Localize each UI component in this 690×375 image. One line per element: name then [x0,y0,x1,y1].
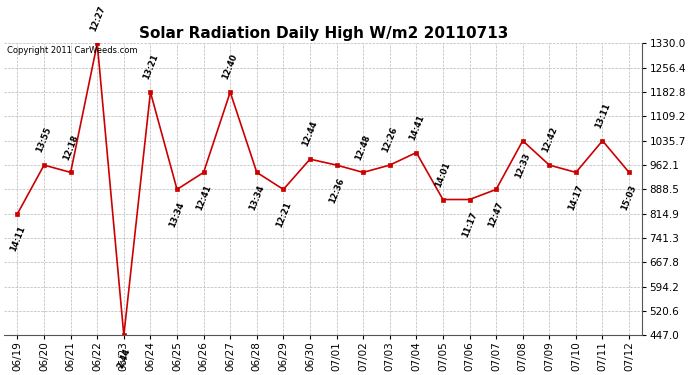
Text: 13:34: 13:34 [248,183,266,211]
Text: 12:40: 12:40 [221,53,239,81]
Text: 13:34: 13:34 [168,201,186,229]
Text: 14:17: 14:17 [566,183,585,211]
Text: 13:21: 13:21 [141,53,159,81]
Text: 12:26: 12:26 [381,126,399,154]
Text: 14:41: 14:41 [407,113,426,141]
Text: Copyright 2011 CarWeeds.com: Copyright 2011 CarWeeds.com [8,46,138,56]
Text: 15:03: 15:03 [620,183,638,211]
Text: 13:55: 13:55 [35,126,53,154]
Text: 12:18: 12:18 [61,133,80,161]
Text: 12:47: 12:47 [487,201,505,229]
Text: 14:01: 14:01 [434,160,452,188]
Text: 12:36: 12:36 [327,176,346,204]
Text: 12:27: 12:27 [88,4,106,32]
Text: 12:48: 12:48 [354,133,373,161]
Text: 12:33: 12:33 [513,152,532,180]
Text: 13:11: 13:11 [593,102,611,130]
Title: Solar Radiation Daily High W/m2 20110713: Solar Radiation Daily High W/m2 20110713 [139,26,508,41]
Text: 2:44: 2:44 [116,346,132,369]
Text: 12:21: 12:21 [274,201,293,229]
Text: 12:41: 12:41 [195,183,213,212]
Text: 11:17: 11:17 [460,211,479,239]
Text: 12:42: 12:42 [540,126,558,154]
Text: 12:44: 12:44 [301,120,319,148]
Text: 14:11: 14:11 [8,225,27,253]
